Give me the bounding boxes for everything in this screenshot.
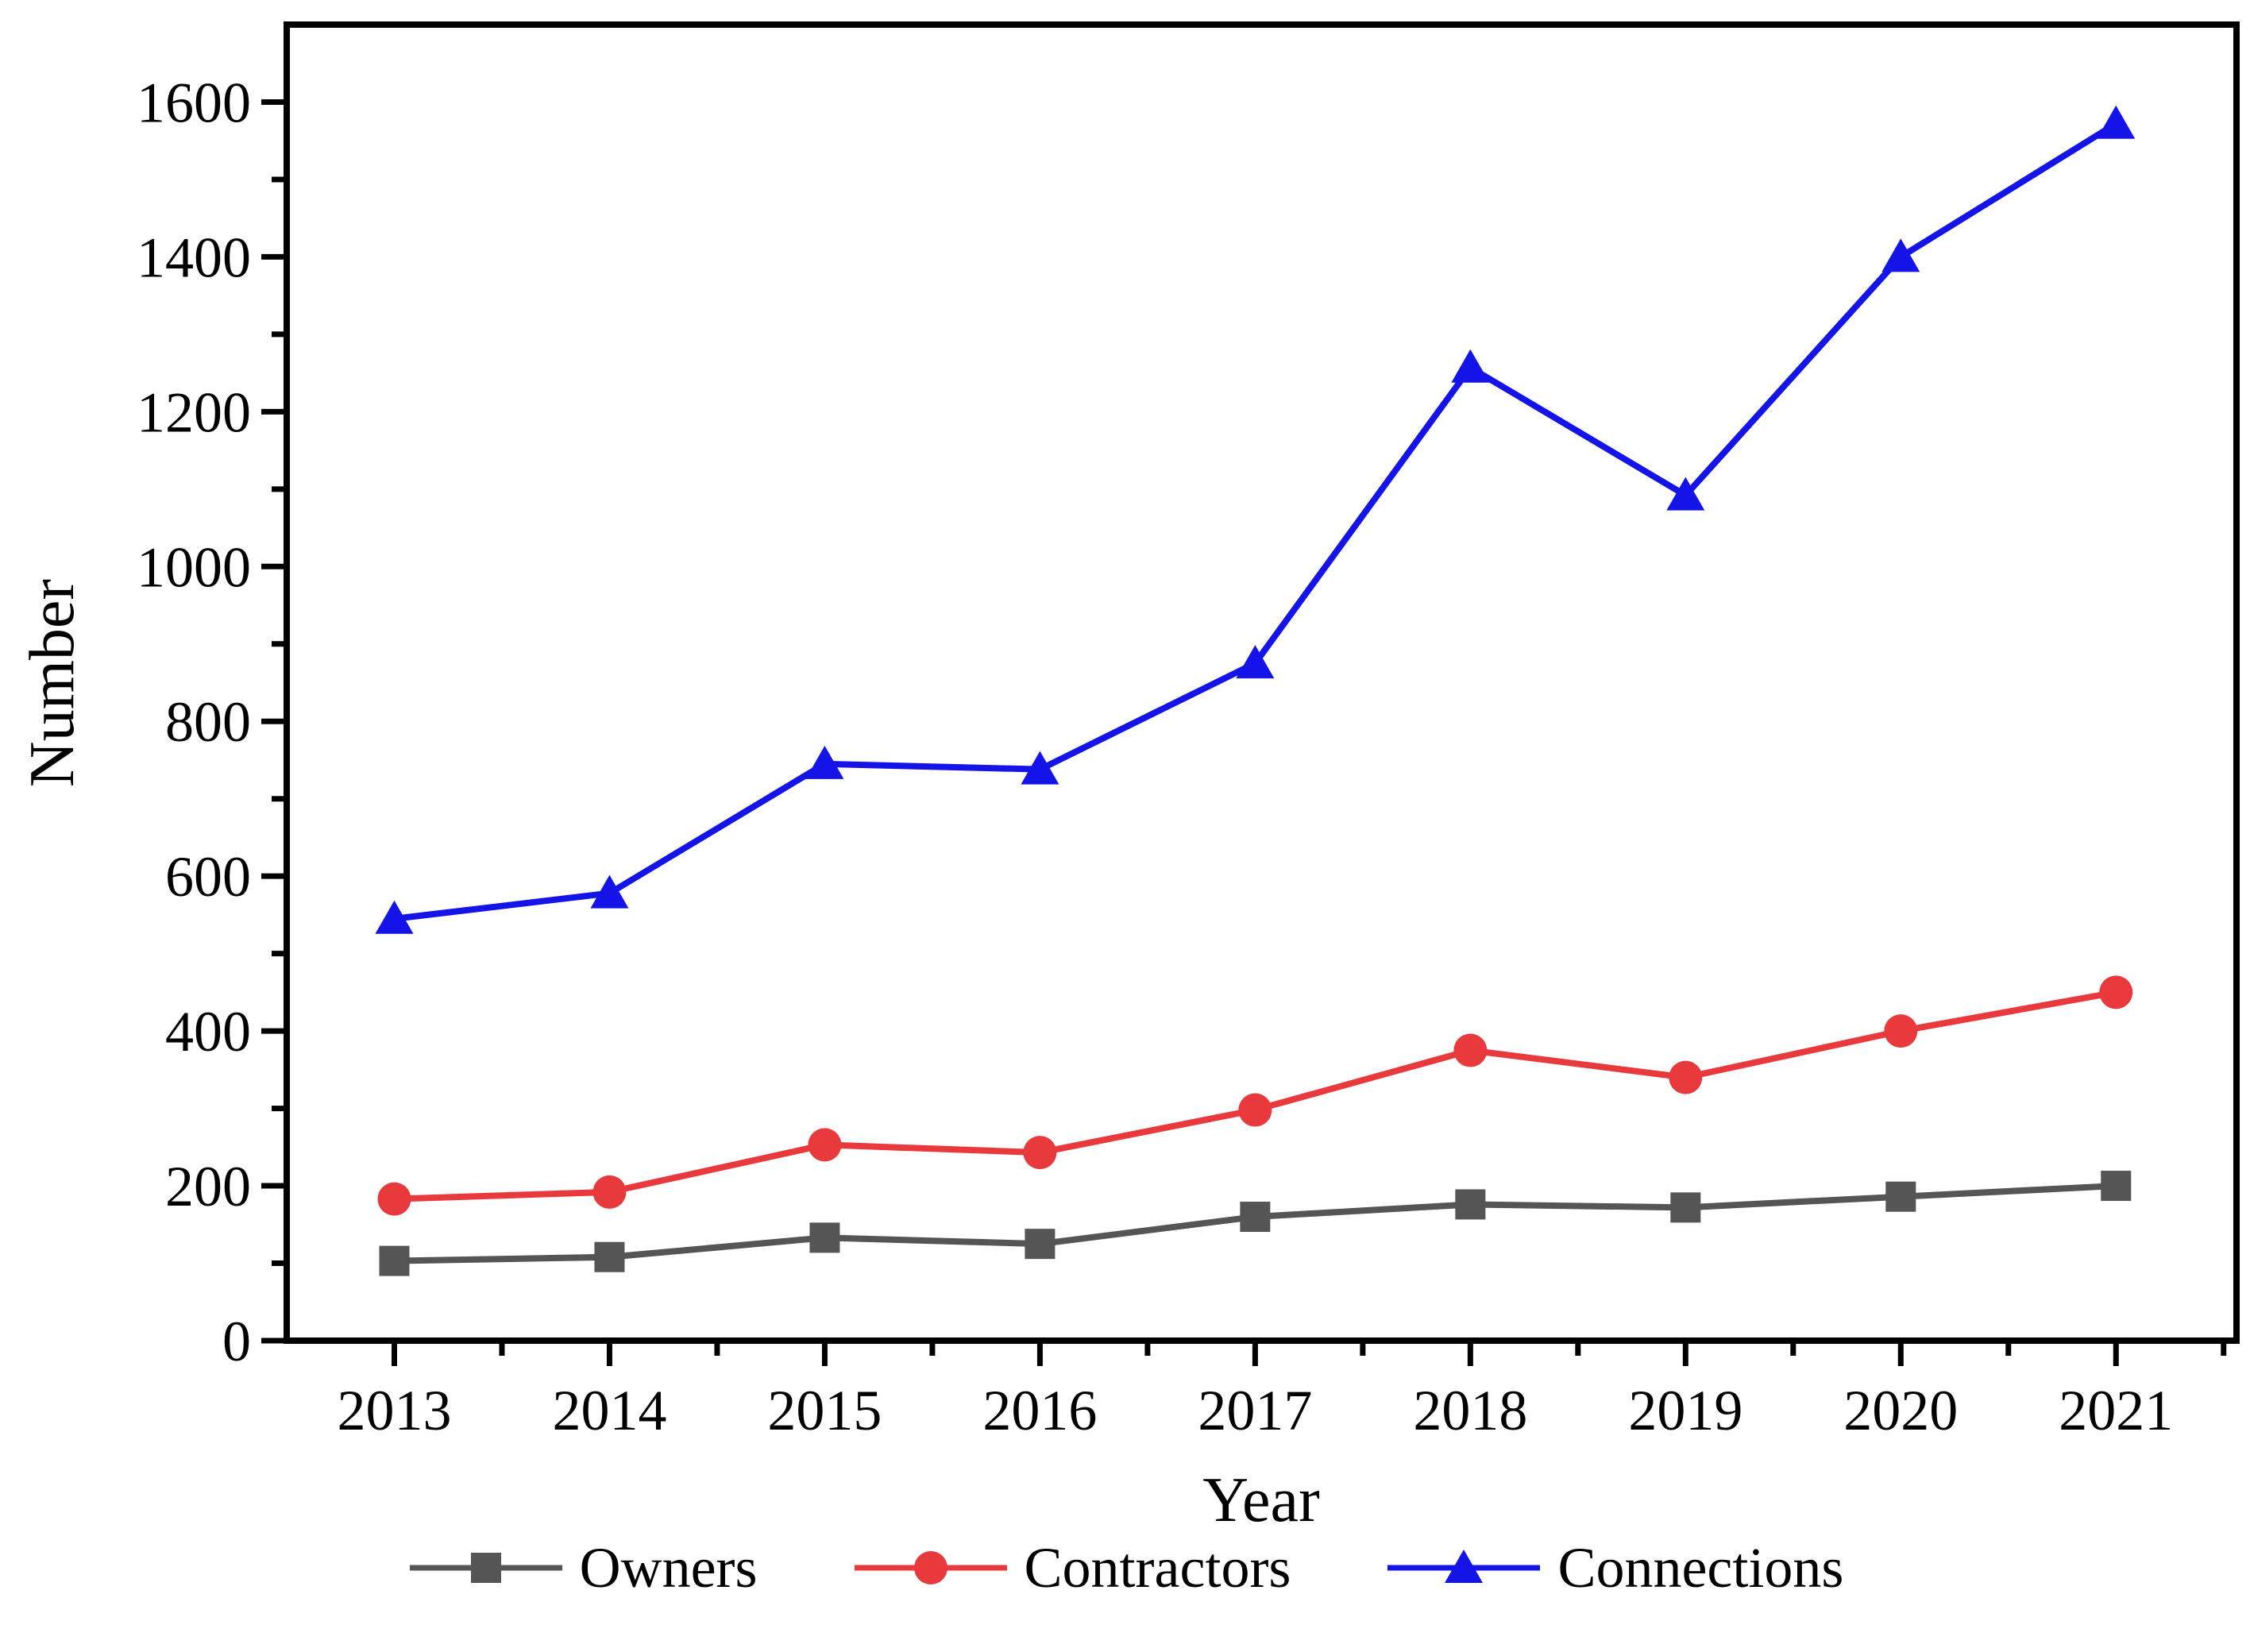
x-tick-label: 2018 — [1413, 1379, 1527, 1442]
x-tick-label: 2015 — [767, 1379, 882, 1442]
data-point-marker — [1453, 1033, 1488, 1067]
data-point-marker — [1884, 1014, 1918, 1048]
data-point-marker — [1455, 1189, 1486, 1220]
legend-marker-icon — [913, 1551, 947, 1584]
legend-label: Contractors — [1024, 1536, 1291, 1600]
legend-item-connections: Connections — [1384, 1539, 1843, 1596]
data-point-marker — [1881, 238, 1920, 272]
x-axis-title: Year — [1202, 1465, 1319, 1535]
y-tick-label: 1000 — [137, 535, 251, 599]
data-point-marker — [594, 1241, 625, 1272]
data-point-marker — [1023, 1136, 1057, 1170]
data-point-marker — [2099, 975, 2133, 1009]
y-tick-label: 400 — [165, 1000, 251, 1063]
x-tick-label: 2021 — [2059, 1379, 2173, 1442]
series-line — [394, 121, 2118, 922]
y-axis-ticks: 0 200 400 600 800 1000 1200 1400 1600 — [137, 71, 287, 1373]
data-series — [375, 105, 2136, 1276]
series-owners — [379, 1171, 2132, 1276]
x-axis-ticks: 2013 2014 2015 2016 2017 2018 2019 2020 2021 — [337, 1341, 2227, 1442]
x-tick-label: 2014 — [552, 1379, 666, 1442]
data-point-marker — [1240, 1202, 1271, 1233]
circle-marker-swatch-icon — [854, 1551, 1007, 1584]
legend-item-contractors: Contractors — [851, 1539, 1291, 1596]
data-point-marker — [379, 1245, 410, 1276]
data-point-marker — [1451, 349, 1490, 383]
data-point-marker — [375, 900, 414, 934]
data-point-marker — [2097, 105, 2136, 139]
square-marker-swatch-icon — [409, 1553, 562, 1583]
legend: Owners Contractors Connections — [0, 1539, 2250, 1596]
legend-marker-icon — [1445, 1550, 1484, 1583]
data-point-marker — [1670, 1192, 1701, 1223]
data-point-marker — [1021, 751, 1059, 785]
triangle-marker-swatch-icon — [1387, 1550, 1541, 1583]
x-tick-label: 2017 — [1198, 1379, 1312, 1442]
y-tick-label: 0 — [222, 1310, 251, 1373]
data-point-marker — [592, 1175, 627, 1209]
x-tick-label: 2016 — [982, 1379, 1097, 1442]
data-point-marker — [808, 1128, 842, 1162]
y-tick-label: 1200 — [137, 380, 251, 444]
data-point-marker — [1025, 1229, 1056, 1260]
data-point-marker — [805, 745, 844, 779]
y-tick-label: 200 — [165, 1155, 251, 1218]
y-tick-label: 800 — [165, 690, 251, 754]
data-point-marker — [809, 1222, 840, 1253]
data-point-marker — [1885, 1181, 1916, 1212]
data-point-marker — [2101, 1171, 2132, 1202]
y-tick-label: 600 — [165, 845, 251, 909]
data-point-marker — [1666, 477, 1705, 511]
y-tick-label: 1600 — [137, 71, 251, 134]
series-connections — [375, 105, 2136, 934]
data-point-marker — [1236, 645, 1275, 679]
data-point-marker — [590, 874, 629, 909]
plot-frame — [284, 21, 2240, 1344]
data-point-marker — [1238, 1093, 1272, 1127]
plot-border — [284, 21, 2240, 1344]
y-tick-label: 1400 — [137, 226, 251, 289]
series-contractors — [377, 975, 2133, 1216]
y-axis-title: Number — [17, 579, 87, 787]
data-point-marker — [377, 1182, 411, 1216]
legend-marker-icon — [470, 1553, 501, 1583]
legend-item-owners: Owners — [407, 1539, 758, 1596]
legend-label: Owners — [579, 1536, 758, 1600]
x-tick-label: 2013 — [337, 1379, 451, 1442]
data-point-marker — [1669, 1060, 1703, 1094]
legend-label: Connections — [1557, 1536, 1844, 1600]
x-tick-label: 2019 — [1628, 1379, 1742, 1442]
x-tick-label: 2020 — [1843, 1379, 1958, 1442]
